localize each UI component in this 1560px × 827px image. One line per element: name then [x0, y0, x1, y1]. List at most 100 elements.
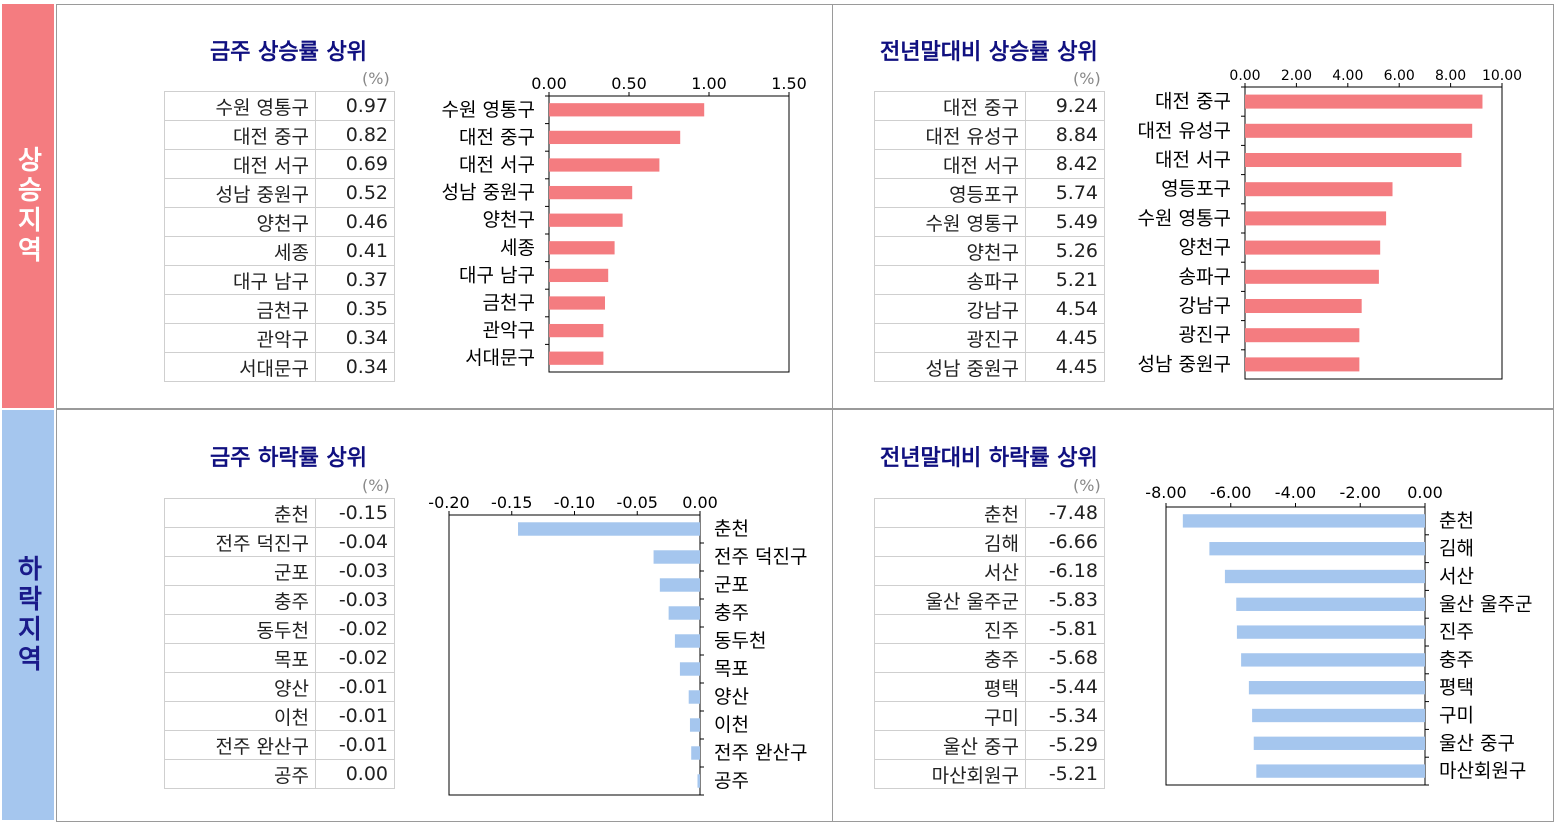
table-row: 양산 -0.01 [164, 672, 395, 702]
table-row: 구미 -5.34 [874, 701, 1105, 731]
category-label: 충주 [714, 602, 749, 624]
category-label: 울산 중구 [1439, 732, 1515, 754]
x-tick-label: -2.00 [1340, 483, 1381, 502]
row-value: 0.00 [315, 759, 395, 789]
bar [697, 774, 700, 788]
row-value: 8.42 [1025, 149, 1105, 179]
table-ytd-rise: 대전 중구 9.24 대전 유성구 8.84 대전 서구 8.42 영등포구 5.74 수원 영… [874, 91, 1105, 382]
x-tick-label: 10.00 [1482, 68, 1522, 84]
x-tick-label: -6.00 [1210, 483, 1251, 502]
rise-section-text: 상승지역 [12, 146, 43, 266]
category-label: 김해 [1439, 538, 1474, 560]
table-row: 울산 중구 -5.29 [874, 730, 1105, 760]
row-value: 0.34 [315, 323, 395, 353]
x-tick-label: 2.00 [1281, 68, 1312, 84]
row-value: -0.03 [315, 556, 395, 586]
category-label: 전주 완산구 [714, 742, 807, 764]
table-row: 마산회원구 -5.21 [874, 759, 1105, 789]
bar [1245, 269, 1379, 284]
row-name: 춘천 [874, 498, 1026, 528]
row-value: -5.34 [1025, 701, 1105, 731]
x-tick-label: 0.00 [1229, 68, 1260, 84]
row-value: 0.69 [315, 149, 395, 179]
bar [1252, 708, 1425, 723]
row-value: -6.66 [1025, 527, 1105, 557]
category-label: 금천구 [483, 292, 535, 314]
table-row: 목포 -0.02 [164, 643, 395, 673]
bar [1236, 597, 1425, 611]
unit-ytd-fall: (%) [1073, 476, 1101, 495]
x-tick-label: 0.00 [1407, 483, 1443, 502]
row-name: 대전 유성구 [874, 120, 1026, 150]
category-label: 수원 영통구 [442, 99, 535, 121]
table-row: 충주 -5.68 [874, 643, 1105, 673]
category-label: 구미 [1439, 705, 1474, 727]
rise-section-label: 상승지역 [2, 4, 54, 408]
row-value: -0.02 [315, 643, 395, 673]
row-name: 평택 [874, 672, 1026, 702]
x-tick-label: 1.50 [771, 74, 807, 93]
row-name: 목포 [164, 643, 316, 673]
row-value: -0.04 [315, 527, 395, 557]
table-row: 군포 -0.03 [164, 556, 395, 586]
row-value: -0.15 [315, 498, 395, 528]
row-value: -7.48 [1025, 498, 1105, 528]
bar [518, 522, 700, 536]
bar [1245, 328, 1360, 343]
row-value: -0.01 [315, 672, 395, 702]
x-tick-label: 1.00 [691, 74, 727, 93]
row-value: 5.49 [1025, 207, 1105, 237]
row-name: 대전 서구 [874, 149, 1026, 179]
table-row: 서산 -6.18 [874, 556, 1105, 586]
bar [1245, 357, 1360, 372]
x-tick-label: -8.00 [1145, 483, 1186, 502]
row-name: 양천구 [874, 236, 1026, 266]
category-label: 평택 [1439, 677, 1474, 699]
category-label: 영등포구 [1161, 178, 1231, 200]
row-value: 4.54 [1025, 294, 1105, 324]
table-row: 대전 중구 9.24 [874, 91, 1105, 121]
row-name: 김해 [874, 527, 1026, 557]
table-row: 대전 유성구 8.84 [874, 120, 1105, 150]
row-value: 8.84 [1025, 120, 1105, 150]
bar [549, 103, 705, 117]
category-label: 대구 남구 [459, 264, 535, 286]
category-label: 충주 [1439, 649, 1474, 671]
row-name: 동두천 [164, 614, 316, 644]
row-name: 이천 [164, 701, 316, 731]
row-value: 9.24 [1025, 91, 1105, 121]
bar [653, 550, 700, 564]
row-name: 성남 중원구 [164, 178, 316, 208]
category-label: 세종 [500, 237, 535, 259]
row-value: -0.02 [315, 614, 395, 644]
row-name: 성남 중원구 [874, 352, 1026, 382]
bar [1236, 625, 1425, 639]
x-tick-label: -0.15 [491, 493, 532, 512]
bar [549, 158, 660, 172]
bar [549, 185, 633, 200]
bar [1253, 736, 1425, 750]
bar [1224, 569, 1425, 584]
bar [1241, 653, 1425, 667]
row-name: 진주 [874, 614, 1026, 644]
table-row: 세종 0.41 [164, 236, 395, 266]
table-row: 광진구 4.45 [874, 323, 1105, 353]
category-label: 동두천 [714, 630, 766, 652]
row-value: -5.44 [1025, 672, 1105, 702]
fall-section-text: 하락지역 [12, 555, 43, 675]
category-label: 서산 [1439, 566, 1474, 588]
row-name: 군포 [164, 556, 316, 586]
bar [659, 578, 700, 592]
bar [549, 323, 604, 338]
table-row: 평택 -5.44 [874, 672, 1105, 702]
bar [549, 213, 623, 227]
category-label: 강남구 [1179, 295, 1231, 317]
category-label: 송파구 [1179, 266, 1231, 288]
row-name: 울산 울주군 [874, 585, 1026, 615]
bar [1245, 240, 1381, 255]
category-label: 전주 덕진구 [714, 546, 807, 568]
bar [549, 241, 615, 255]
category-label: 공주 [714, 770, 749, 792]
x-tick-label: 0.00 [531, 74, 567, 93]
